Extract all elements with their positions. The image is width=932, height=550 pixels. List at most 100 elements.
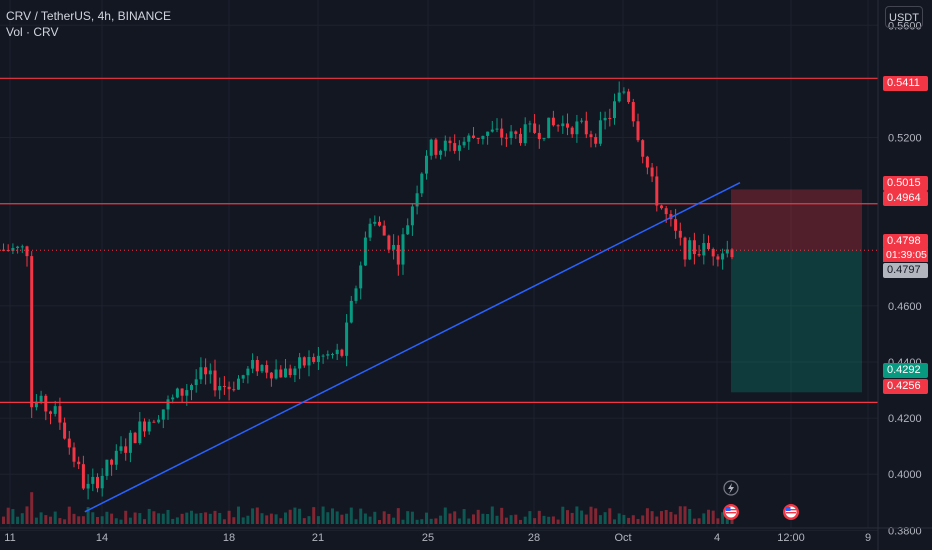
volume-bar xyxy=(91,512,95,524)
volume-bar xyxy=(490,506,494,524)
volume-bar xyxy=(378,519,381,524)
volume-bar xyxy=(472,514,475,524)
candle-down xyxy=(500,128,504,138)
candle-up xyxy=(349,300,353,323)
candle-up xyxy=(91,476,95,484)
candle-up xyxy=(16,246,20,248)
flag-stripe xyxy=(726,512,736,514)
flag-canton xyxy=(726,507,731,511)
volume-bar xyxy=(551,516,555,524)
candle-down xyxy=(655,176,659,206)
candle-up xyxy=(580,120,584,122)
flag-stripe xyxy=(726,509,736,511)
flash-icon xyxy=(723,480,739,496)
volume-bar xyxy=(584,514,588,524)
candle-up xyxy=(251,360,255,369)
candle-up xyxy=(401,234,405,265)
price-tick-label: 0.3800 xyxy=(888,525,922,537)
volume-bar xyxy=(77,516,81,524)
price-tick-label: 0.5200 xyxy=(888,133,922,145)
volume-indicator-label[interactable]: Vol · CRV xyxy=(6,25,59,39)
volume-bar xyxy=(537,510,541,524)
candle-up xyxy=(457,145,461,151)
candle-up xyxy=(237,378,240,390)
volume-bar xyxy=(34,517,38,524)
flag-canton xyxy=(786,507,791,511)
trendline xyxy=(84,182,741,513)
candle-down xyxy=(707,242,710,250)
volume-bar xyxy=(467,518,471,524)
currency-button[interactable]: USDT xyxy=(885,6,923,28)
candle-down xyxy=(551,117,555,126)
candle-down xyxy=(448,140,452,144)
volume-bar xyxy=(302,518,306,524)
candle-up xyxy=(166,399,170,410)
candle-up xyxy=(425,155,428,174)
volume-bar xyxy=(401,519,405,524)
price-tag-level-top: 0.5411 xyxy=(883,76,928,91)
candle-down xyxy=(636,121,640,141)
candle-down xyxy=(608,117,612,119)
volume-bar xyxy=(213,510,217,524)
symbol-title[interactable]: CRV / TetherUS, 4h, BINANCE xyxy=(6,9,171,23)
candle-up xyxy=(617,92,621,102)
time-tick-label: 4 xyxy=(714,532,720,544)
volume-bar xyxy=(429,518,433,524)
volume-bar xyxy=(509,515,513,524)
candle-down xyxy=(180,388,184,396)
volume-bar xyxy=(288,509,292,524)
candle-down xyxy=(255,360,259,372)
candle-down xyxy=(44,395,48,412)
volume-bar xyxy=(100,516,104,524)
candle-down xyxy=(279,369,283,378)
time-tick-label: 21 xyxy=(312,532,324,544)
volume-bar xyxy=(241,517,245,524)
volume-bar xyxy=(335,511,339,524)
volume-bar xyxy=(67,506,71,524)
volume-bar xyxy=(721,512,725,524)
volume-bar xyxy=(542,515,546,524)
candle-up xyxy=(528,123,532,125)
candle-down xyxy=(627,91,631,103)
position-tool xyxy=(731,189,862,393)
volume-bar xyxy=(161,513,165,524)
volume-bar xyxy=(143,519,146,524)
volume-bar xyxy=(274,514,278,524)
volume-bar xyxy=(171,518,175,524)
time-tick-label: 12:00 xyxy=(777,532,805,544)
volume-bar xyxy=(373,511,377,524)
candle-up xyxy=(34,401,38,408)
volume-bar xyxy=(265,515,269,524)
candle-up xyxy=(11,247,15,251)
volume-bar xyxy=(147,508,151,524)
candle-up xyxy=(481,135,485,139)
volume-bar xyxy=(204,512,208,524)
chart-grid xyxy=(0,0,878,531)
candle-down xyxy=(288,368,292,376)
volume-bar xyxy=(157,513,161,524)
volume-bar xyxy=(636,519,640,524)
candle-up xyxy=(316,355,320,363)
candle-up xyxy=(542,138,546,140)
volume-bar xyxy=(114,518,118,524)
volume-bar xyxy=(185,512,189,524)
candle-up xyxy=(185,390,189,396)
candle-up xyxy=(175,388,179,398)
candle-down xyxy=(476,137,480,139)
candle-down xyxy=(133,432,137,444)
volume-bar xyxy=(631,515,635,524)
time-tick-label: 18 xyxy=(223,532,235,544)
volume-bar xyxy=(439,515,443,524)
volume-bar xyxy=(598,515,602,524)
volume-bar xyxy=(340,514,344,524)
volume-bar xyxy=(199,513,203,524)
volume-bar xyxy=(711,510,715,524)
volume-bar xyxy=(566,510,569,524)
volume-bar xyxy=(20,513,24,524)
candle-up xyxy=(462,141,466,146)
volume-bar xyxy=(312,507,316,524)
volume-bar xyxy=(368,516,372,524)
volume-bar xyxy=(528,511,532,524)
candle-down xyxy=(537,132,541,140)
